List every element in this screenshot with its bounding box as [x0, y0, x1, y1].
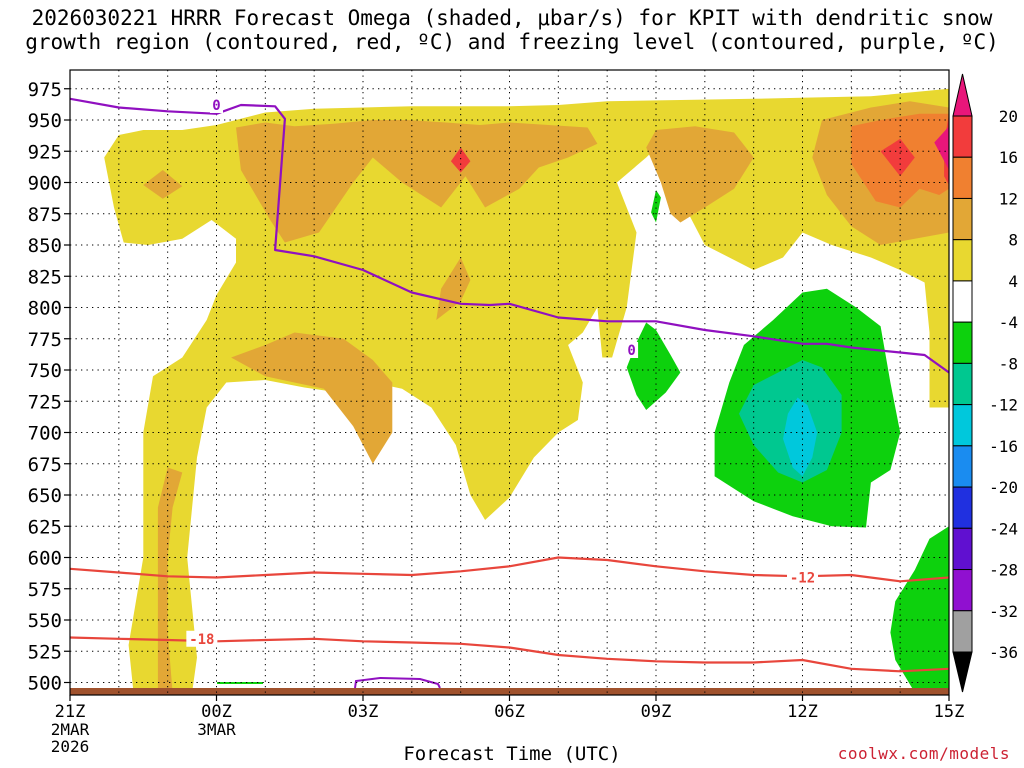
isotherm-label: -12	[790, 571, 815, 587]
x-tick-label: 21Z	[55, 702, 86, 722]
omega-region-green	[890, 526, 949, 693]
x-tick-date: 2MAR	[51, 720, 90, 739]
omega-region-green	[626, 322, 681, 410]
colorbar-bin	[952, 197, 973, 241]
isotherm-label: -18	[189, 632, 214, 648]
colorbar-label: 4	[1008, 272, 1018, 291]
colorbar-label: 16	[999, 148, 1018, 167]
y-tick-label: 800	[28, 298, 62, 320]
omega-region-red	[450, 147, 471, 173]
y-tick-label: 900	[28, 173, 62, 195]
y-tick-label: 950	[28, 110, 62, 132]
y-tick-label: 875	[28, 204, 62, 226]
freezing-level-line	[70, 97, 949, 374]
colorbar-label: 12	[999, 189, 1018, 208]
isotherm-label-bg	[186, 630, 218, 647]
colorbar-bin	[952, 115, 973, 158]
colorbar-bin	[952, 486, 973, 529]
y-tick-label: 700	[28, 423, 62, 445]
y-tick-label: 525	[28, 641, 62, 663]
omega-region-orange	[436, 257, 471, 320]
colorbar: 20 16 12 8 4 -4 -8 -12 -16 -20 -24 -28 -32 -36	[952, 73, 1018, 693]
colorbar-label: -8	[999, 354, 1018, 373]
colorbar-label: -28	[989, 561, 1018, 580]
y-tick-label: 775	[28, 329, 62, 351]
isotherm-label-bg	[210, 97, 223, 113]
x-tick-label: 03Z	[348, 702, 379, 722]
colorbar-bin	[952, 527, 973, 571]
colorbar-bin	[952, 280, 973, 323]
x-tick-label: 06Z	[494, 702, 525, 722]
credit-link[interactable]: coolwx.com/models	[837, 744, 1010, 763]
omega-region-orange	[143, 170, 183, 199]
colorbar-label: -4	[999, 313, 1018, 332]
x-tick-label: 00Z	[201, 702, 232, 722]
omega-shading	[104, 88, 949, 693]
colorbar-label: -16	[989, 437, 1018, 456]
colorbar-label: -24	[989, 519, 1018, 538]
colorbar-bin	[952, 156, 973, 199]
isotherm-label: 0	[627, 343, 635, 359]
y-tick-label: 575	[28, 579, 62, 601]
colorbar-label: 8	[1008, 231, 1018, 250]
colorbar-bin	[952, 404, 973, 447]
y-tick-label: 675	[28, 454, 62, 476]
y-tick-label: 925	[28, 141, 62, 163]
colorbar-label: -20	[989, 478, 1018, 497]
chart-title-line2: growth region (contoured, red, ºC) and f…	[25, 30, 999, 54]
y-tick-label: 975	[28, 79, 62, 101]
y-tick-label: 625	[28, 516, 62, 538]
omega-region-orange	[236, 120, 598, 243]
y-tick-label: 850	[28, 235, 62, 257]
colorbar-top-arrow	[952, 73, 973, 117]
colorbar-bin	[952, 239, 973, 282]
x-tick-label: 12Z	[787, 702, 818, 722]
isotherm-label-bg	[787, 569, 818, 586]
y-tick-label: 550	[28, 610, 62, 632]
colorbar-label: -36	[989, 643, 1018, 662]
colorbar-label: -12	[989, 396, 1018, 415]
omega-region-magenta	[934, 126, 949, 170]
colorbar-bin	[952, 362, 973, 406]
y-tick-label: 825	[28, 266, 62, 288]
colorbar-label: -32	[989, 602, 1018, 621]
y-tick-label: 600	[28, 548, 62, 570]
x-tick-label: 09Z	[641, 702, 672, 722]
y-tick-label: 650	[28, 485, 62, 507]
colorbar-bottom-arrow	[952, 651, 973, 693]
colorbar-bin	[952, 610, 973, 653]
omega-region-green	[651, 190, 661, 223]
colorbar-bin	[952, 445, 973, 488]
omega-region-orange	[157, 467, 183, 693]
omega-region-yellow	[104, 88, 949, 693]
omega-region-red	[880, 138, 915, 177]
x-axis-title: Forecast Time (UTC)	[403, 743, 621, 765]
y-tick-label: 500	[28, 673, 62, 695]
colorbar-label: 20	[999, 107, 1018, 126]
x-tick-year: 2026	[51, 737, 90, 756]
omega-region-cyan	[783, 397, 818, 477]
y-tick-label: 750	[28, 360, 62, 382]
gridlines	[70, 70, 949, 695]
y-tick-label: 725	[28, 391, 62, 413]
x-tick-label: 15Z	[934, 702, 965, 722]
omega-region-orange	[231, 332, 393, 464]
x-tick-date: 3MAR	[197, 720, 236, 739]
isotherm-label: 0	[212, 98, 220, 114]
colorbar-bin	[952, 321, 973, 364]
isotherm-label-bg	[625, 342, 639, 358]
colorbar-bin	[952, 569, 973, 612]
surface-freezing-contour	[354, 676, 441, 689]
chart-title-line1: 2026030221 HRRR Forecast Omega (shaded, …	[31, 6, 993, 30]
y-axis: 500 525 550 575 600 625 650 675 700 725 750 775 800 8…	[28, 79, 70, 695]
omega-region-orange	[646, 126, 754, 223]
isotherm-labels: -18 -12 0 0	[186, 97, 818, 648]
